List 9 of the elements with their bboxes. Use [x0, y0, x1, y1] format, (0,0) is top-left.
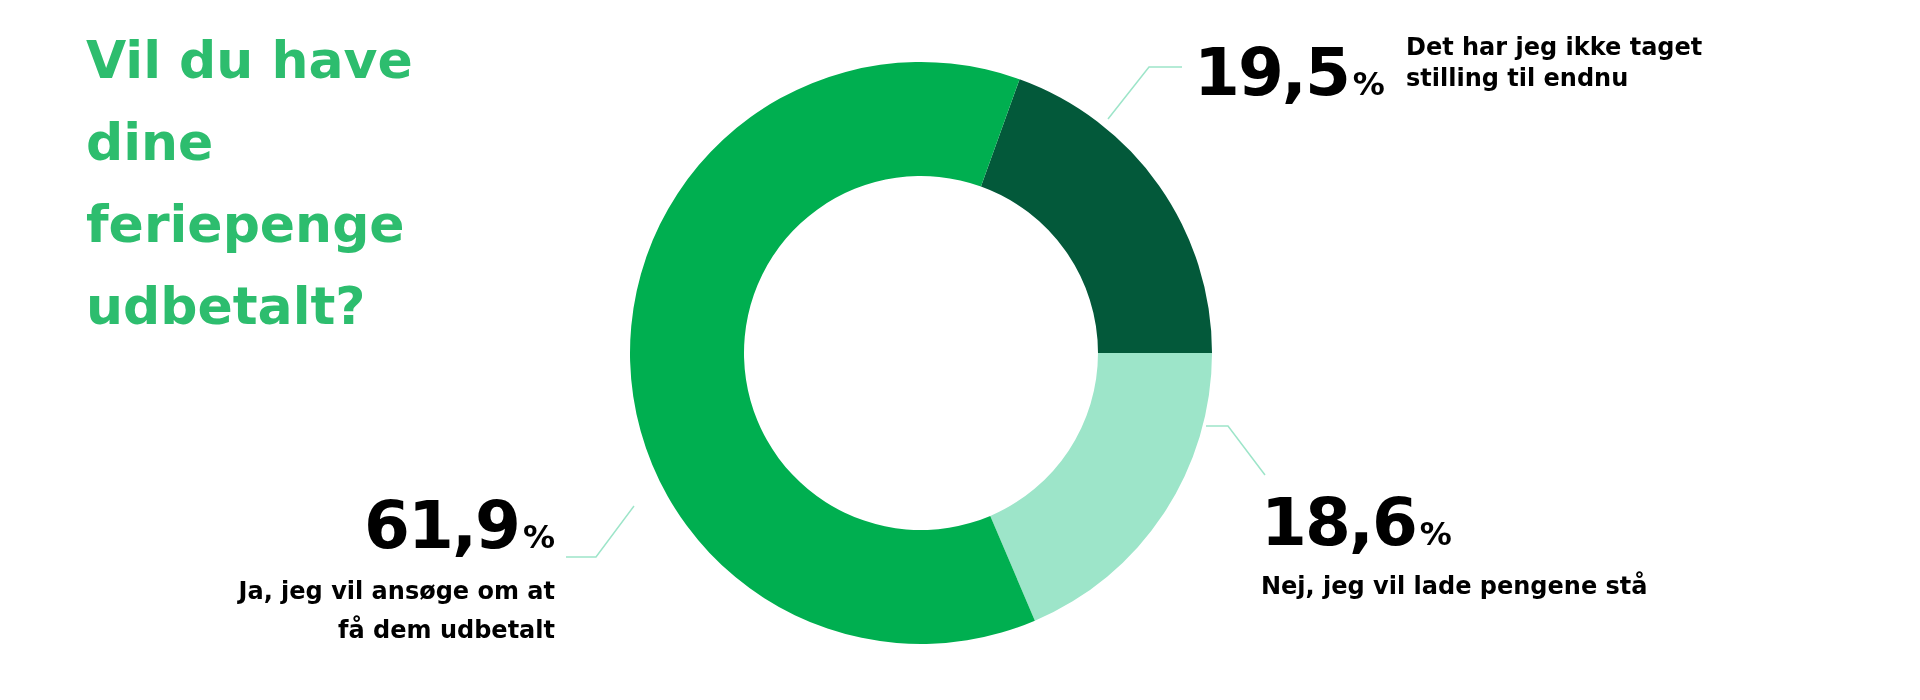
data-label: 18,6%	[1261, 484, 1452, 561]
donut-slice	[630, 62, 1035, 644]
slice-label: Ja, jeg vil ansøge om at få dem udbetalt	[236, 577, 555, 644]
donut-slice	[990, 353, 1212, 621]
data-label: 61,9%	[364, 487, 555, 564]
text: Vil du have dine feriepenge udbetalt?	[86, 30, 413, 336]
slice-label: Det har jeg ikke taget stilling til endnu	[1406, 33, 1703, 92]
slice-label: Nej, jeg vil lade pengene stå	[1261, 571, 1648, 600]
data-label: 19,5%	[1194, 34, 1385, 111]
